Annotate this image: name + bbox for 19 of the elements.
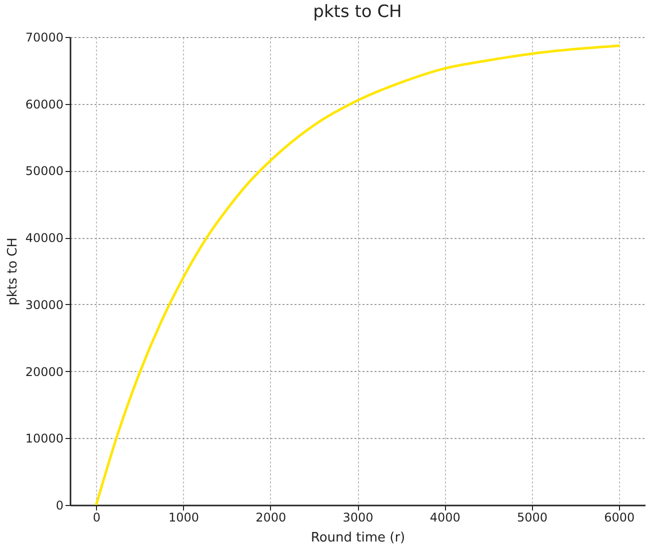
y-tick-label: 70000 [25,30,64,44]
x-tick-label: 1000 [168,510,200,524]
y-tick-label: 20000 [25,364,64,379]
y-tick-label: 0 [56,498,64,512]
x-tick-label: 3000 [342,510,374,524]
y-tick-label: 10000 [25,432,64,446]
x-tick-label: 4000 [430,510,460,524]
y-tick-label: 60000 [25,97,64,112]
chart-title: pkts to CH [313,2,402,22]
x-axis-title: Round time (r) [310,530,406,546]
y-tick-label: 50000 [25,164,64,178]
x-tick-label: 2000 [256,510,286,524]
line-series [94,44,620,505]
y-axis-title: pkts to CH [5,238,20,306]
y-tick-label: 30000 [25,298,64,312]
x-tick-label: 0 [92,510,100,524]
x-tick-label: 5000 [516,510,548,524]
y-tick-label: 40000 [25,231,64,246]
x-tick-label: 6000 [604,510,635,524]
